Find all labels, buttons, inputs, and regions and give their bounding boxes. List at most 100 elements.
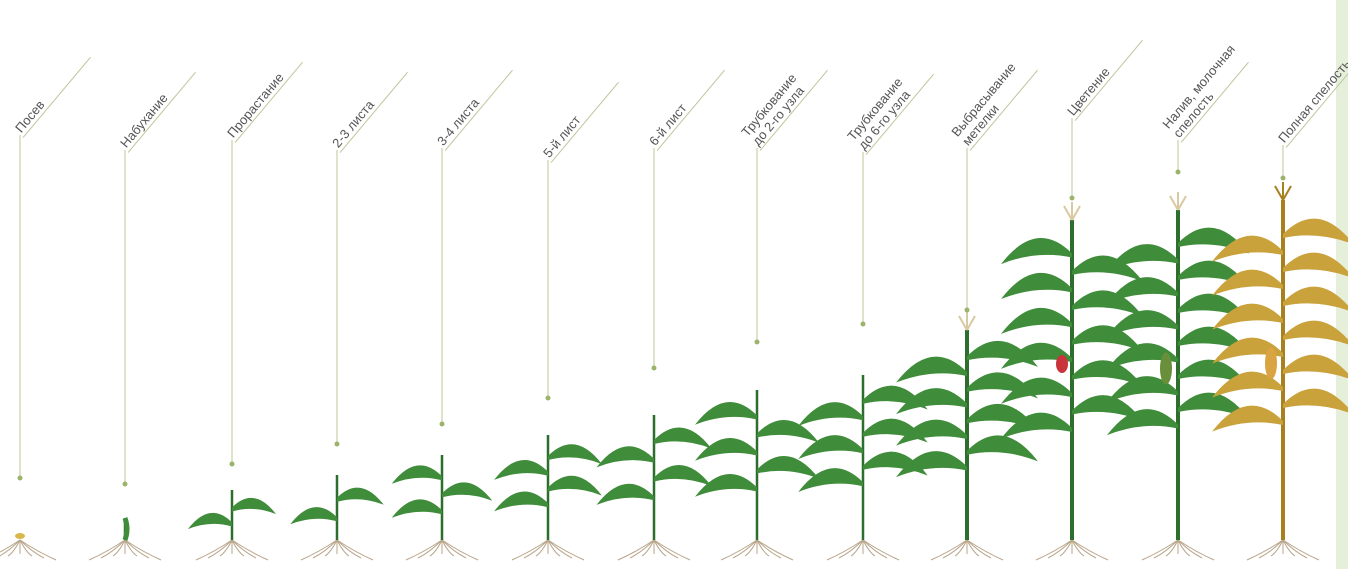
root — [732, 539, 758, 559]
stage-label-text: 5-й лист — [540, 113, 583, 161]
side-stripe — [1336, 0, 1348, 569]
root — [1035, 539, 1073, 561]
stage-label-text: 2-3 листа — [329, 97, 377, 151]
root — [720, 539, 758, 561]
root — [417, 539, 443, 559]
leaf — [798, 435, 863, 459]
label-underline — [656, 69, 725, 151]
root — [336, 539, 350, 557]
leaf — [1283, 252, 1348, 277]
leaf — [1072, 360, 1143, 387]
root — [405, 539, 443, 561]
leaf — [232, 497, 276, 515]
root — [1047, 539, 1073, 559]
root — [195, 539, 233, 561]
leaf — [1212, 235, 1283, 262]
root — [523, 539, 549, 559]
root — [441, 539, 467, 559]
root — [1177, 539, 1203, 559]
root — [535, 539, 549, 557]
stage-label: Цветение — [1064, 39, 1143, 121]
leaf — [1178, 392, 1249, 419]
leaf — [391, 465, 442, 484]
stage-label-text: Цветение — [1064, 64, 1113, 118]
root — [826, 539, 864, 561]
leaf — [896, 388, 967, 415]
root — [1282, 539, 1296, 557]
root — [862, 539, 876, 557]
leaf — [548, 444, 602, 465]
leaf — [1212, 337, 1283, 364]
leaf — [1072, 290, 1143, 317]
leader-dot — [439, 421, 445, 427]
root — [336, 539, 374, 561]
leader-dot — [754, 339, 760, 345]
tassel — [1063, 202, 1081, 221]
label-underline — [865, 73, 934, 155]
sprout — [122, 517, 130, 541]
root — [124, 539, 162, 561]
root — [312, 539, 338, 559]
leader-dot — [1175, 169, 1181, 175]
root — [838, 539, 864, 559]
leaf — [494, 460, 548, 480]
label-underline — [127, 71, 196, 153]
leaf — [1283, 354, 1348, 379]
root — [1270, 539, 1284, 557]
label-underline — [550, 81, 619, 163]
leaf — [1212, 371, 1283, 398]
root — [231, 539, 245, 557]
leaf — [1283, 320, 1348, 345]
root — [1153, 539, 1179, 559]
silk — [1056, 355, 1068, 373]
root — [756, 539, 782, 559]
tassel — [1169, 192, 1187, 211]
leaf — [1107, 244, 1178, 271]
leaf — [695, 402, 757, 425]
label-underline — [444, 69, 513, 151]
root — [1071, 539, 1109, 561]
leaf — [1072, 395, 1143, 422]
root — [1165, 539, 1179, 557]
stage-label: 3-4 листа — [434, 69, 513, 151]
stage-label: 5-й лист — [540, 81, 619, 163]
leaf — [896, 419, 967, 446]
leader-dot — [545, 395, 551, 401]
stage-label: Набухание — [117, 71, 196, 153]
leader-dot — [122, 481, 128, 487]
label-underline — [22, 56, 91, 138]
leaf — [967, 435, 1038, 462]
root — [744, 539, 758, 557]
leaf — [695, 474, 757, 497]
leaf — [798, 468, 863, 492]
root — [653, 539, 679, 559]
ear — [1265, 347, 1277, 380]
root — [1071, 539, 1085, 557]
leader-dot — [1280, 175, 1286, 181]
leaf — [1107, 376, 1178, 403]
root — [19, 539, 33, 557]
label-underline — [1285, 66, 1348, 148]
ear — [1160, 352, 1172, 385]
root — [547, 539, 585, 561]
root — [629, 539, 655, 559]
leaf — [757, 456, 819, 479]
root — [1246, 539, 1284, 561]
leaf — [654, 465, 712, 487]
root — [19, 539, 57, 561]
root — [7, 539, 21, 557]
root — [1258, 539, 1284, 559]
leaf — [896, 451, 967, 478]
leaf — [1001, 412, 1072, 439]
leaf — [1001, 377, 1072, 404]
label-underline — [759, 69, 828, 151]
stage-label-text: 6-й лист — [646, 101, 689, 149]
stage-label: Прорастание — [224, 61, 303, 143]
leaf — [1001, 342, 1072, 369]
leaf — [1001, 272, 1072, 300]
root — [88, 539, 126, 561]
leader-dot — [334, 441, 340, 447]
stage-label-text: Набухание — [117, 91, 171, 151]
